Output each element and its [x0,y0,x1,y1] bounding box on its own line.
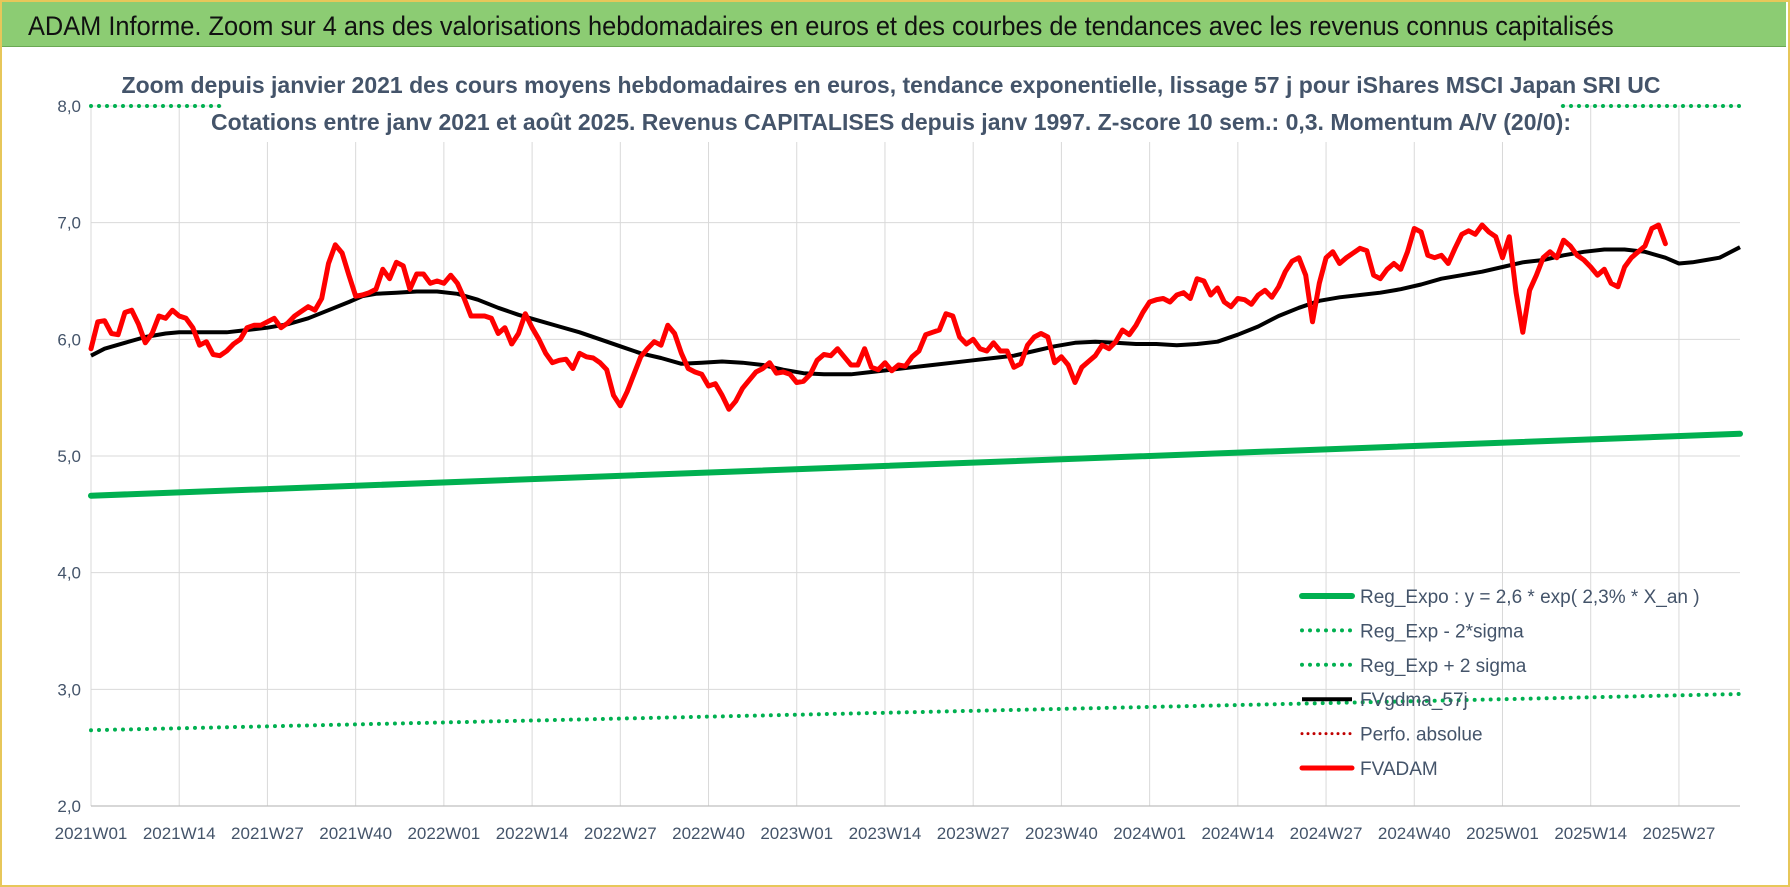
x-tick-label: 2021W40 [319,824,392,843]
x-tick-label: 2023W01 [760,824,833,843]
legend-label: Perfo. absolue [1360,725,1483,746]
legend-label: Reg_Exp - 2*sigma [1360,621,1524,642]
x-tick-label: 2023W27 [937,824,1010,843]
x-tick-label: 2022W40 [672,824,745,843]
x-tick-label: 2021W14 [143,824,216,843]
x-tick-label: 2024W27 [1290,824,1363,843]
y-tick-label: 7,0 [57,214,81,233]
chart-title-line-2: Cotations entre janv 2021 et août 2025. … [211,109,1571,135]
x-axis-tick-labels: 2021W01 2021W14 2021W27 2021W40 2022W01 2022W… [55,824,1716,843]
x-tick-label: 2024W01 [1113,824,1186,843]
series-fvadam [88,222,1668,412]
legend: Reg_Expo : y = 2,6 * exp( 2,3% * X_an ) R… [1299,587,1700,780]
x-tick-label: 2025W14 [1554,824,1627,843]
report-banner: ADAM Informe. Zoom sur 4 ans des valoris… [2,2,1786,47]
x-tick-label: 2024W14 [1201,824,1274,843]
x-tick-label: 2022W27 [584,824,657,843]
x-tick-label: 2023W14 [849,824,922,843]
series-reg-expo-y-2-6-exp-2-3-x-an [88,430,1743,499]
legend-label: Reg_Expo : y = 2,6 * exp( 2,3% * X_an ) [1360,587,1700,608]
y-tick-label: 3,0 [57,680,81,699]
gridlines [90,105,1740,807]
x-tick-label: 2025W01 [1466,824,1539,843]
x-tick-label: 2021W01 [55,824,128,843]
x-tick-label: 2024W40 [1378,824,1451,843]
y-axis-tick-labels: 2,0 3,0 4,0 5,0 6,0 7,0 8,0 [57,97,81,816]
legend-label: Reg_Exp + 2 sigma [1360,656,1527,677]
x-tick-label: 2022W14 [496,824,569,843]
banner-title: ADAM Informe. Zoom sur 4 ans des valoris… [28,11,1614,41]
x-tick-label: 2025W27 [1643,824,1716,843]
y-tick-label: 8,0 [57,97,81,116]
y-tick-label: 2,0 [57,797,81,816]
legend-label: FVgdma_57j [1360,690,1468,711]
chart-title-line-1: Zoom depuis janvier 2021 des cours moyen… [122,72,1661,98]
legend-label: FVADAM [1360,759,1438,780]
y-tick-label: 4,0 [57,564,81,583]
y-tick-label: 6,0 [57,330,81,349]
y-tick-label: 5,0 [57,447,81,466]
x-tick-label: 2022W01 [407,824,480,843]
title-background [222,62,1560,142]
x-tick-label: 2023W40 [1025,824,1098,843]
series-reg-exp-2-sigma [89,692,1742,733]
x-tick-label: 2021W27 [231,824,304,843]
